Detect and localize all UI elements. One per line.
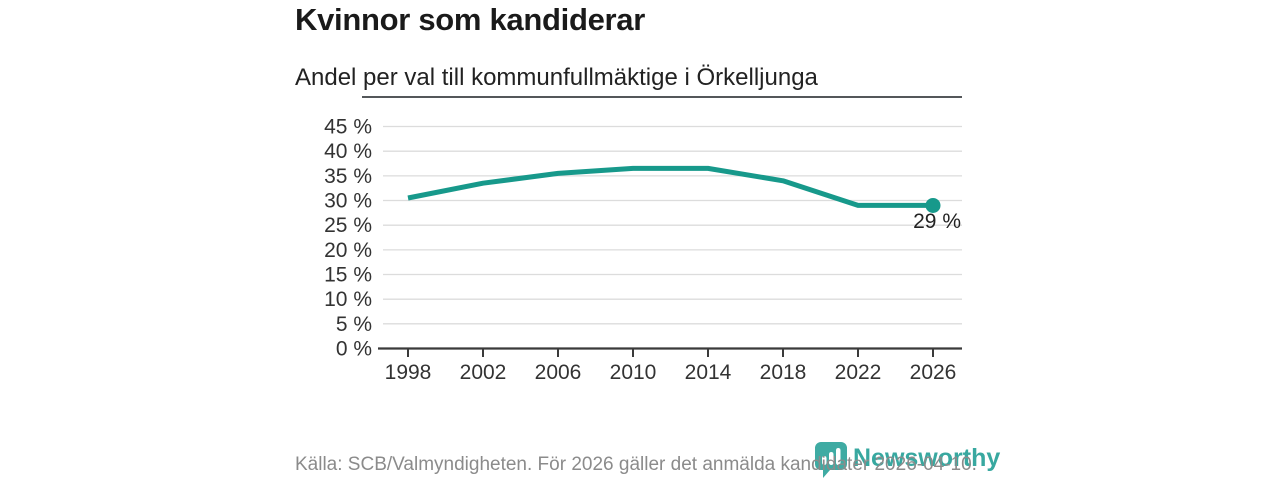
y-tick-label: 5 %	[336, 313, 372, 336]
chart-title: Kvinnor som kandiderar	[295, 2, 645, 37]
newsworthy-logo: Newsworthy	[814, 441, 1000, 478]
data-line	[407, 165, 933, 208]
y-tick-label: 25 %	[324, 214, 372, 237]
y-tick-label: 15 %	[324, 264, 372, 287]
line-chart: 0 %5 %10 %15 %20 %25 %30 %35 %40 %45 % 19…	[324, 116, 962, 384]
y-tick-label: 40 %	[324, 140, 372, 163]
y-tick-label: 0 %	[336, 338, 372, 361]
x-tick-label: 2018	[760, 361, 807, 384]
x-tick-label: 2006	[535, 361, 582, 384]
x-tick-label: 2014	[685, 361, 732, 384]
subtitle-rule	[362, 96, 962, 98]
newsworthy-wordmark: Newsworthy	[853, 444, 1001, 472]
newsworthy-icon	[815, 442, 847, 478]
x-tick-label: 2002	[460, 361, 507, 384]
y-tick-label: 30 %	[324, 190, 372, 213]
chart-subtitle: Andel per val till kommunfullmäktige i Ö…	[295, 64, 818, 91]
source-note: Källa: SCB/Valmyndigheten. För 2026 gäll…	[295, 454, 977, 475]
y-tick-label: 20 %	[324, 239, 372, 262]
y-tick-label: 10 %	[324, 288, 372, 311]
x-tick-label: 2026	[910, 361, 957, 384]
x-tick-label: 2010	[610, 361, 657, 384]
end-point-marker	[925, 197, 941, 213]
end-point-label: 29 %	[913, 210, 961, 233]
x-tick-label: 2022	[835, 361, 882, 384]
y-tick-label: 35 %	[324, 165, 372, 188]
x-tick-label: 1998	[385, 361, 432, 384]
y-tick-label: 45 %	[324, 116, 372, 139]
